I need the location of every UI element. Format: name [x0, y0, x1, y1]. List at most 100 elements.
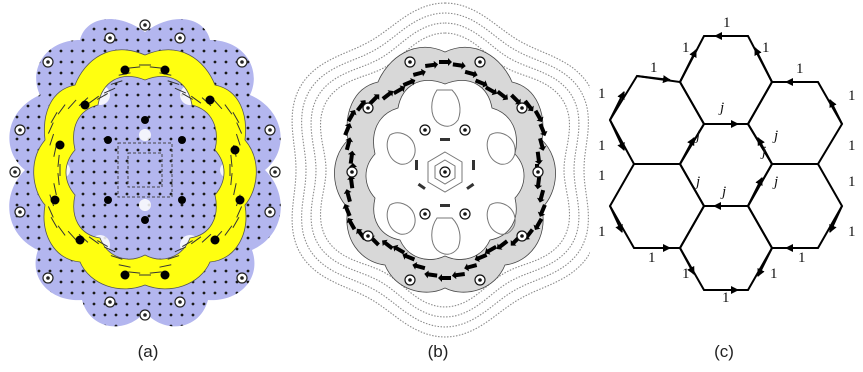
flux-arrow	[174, 246, 187, 253]
panel-c-lattice: 1 1 1 1 1 1 1 1 1 1 1 1 1 1 1 1 1 1 j j …	[598, 15, 856, 306]
lattice-dot	[15, 302, 19, 306]
lattice-dot	[147, 192, 151, 196]
lattice-dot	[279, 115, 281, 119]
lattice-dot	[81, 60, 85, 64]
lattice-dot	[15, 93, 19, 97]
lattice-dot	[246, 269, 250, 273]
lattice-dot	[136, 137, 140, 141]
current-arrow	[343, 189, 352, 203]
lattice-dot	[114, 324, 118, 327]
lattice-dot	[257, 214, 261, 218]
lattice-dot	[26, 192, 30, 196]
lattice-dot	[257, 82, 261, 86]
lattice-dot	[70, 324, 74, 327]
lattice-dot	[81, 280, 85, 284]
flux-arrow	[190, 236, 202, 245]
lattice-dot	[26, 181, 30, 185]
lattice-dot	[279, 313, 281, 317]
flux-arrow	[67, 230, 77, 241]
lattice-dot	[125, 104, 129, 108]
lattice-dot	[48, 313, 52, 317]
lattice-dot	[5, 325, 8, 328]
lattice-dot	[213, 324, 217, 327]
lattice-dot	[257, 38, 261, 42]
lattice-dot	[37, 93, 41, 97]
lattice-dot	[136, 214, 140, 218]
lattice-dot	[279, 18, 281, 20]
lattice-dot	[224, 18, 228, 20]
lattice-dot	[268, 49, 272, 53]
lattice-dot	[125, 214, 129, 218]
lattice-dot	[48, 38, 52, 42]
lattice-dot	[5, 72, 8, 75]
lattice-dot	[70, 18, 74, 20]
lattice-dot	[70, 27, 74, 31]
lattice-dot	[70, 38, 74, 42]
flux-arrow	[213, 99, 223, 110]
lattice-dot	[5, 17, 8, 20]
lattice-dot	[147, 38, 151, 42]
lattice-dot	[136, 159, 140, 163]
lattice-dot	[136, 291, 140, 295]
lattice-dot	[26, 82, 30, 86]
lattice-dot	[59, 49, 63, 53]
lattice-dot	[26, 148, 30, 152]
lattice-dot	[5, 105, 8, 108]
lattice-dot	[246, 214, 250, 218]
lattice-dot	[37, 269, 41, 273]
lattice-dot	[268, 159, 272, 163]
lattice-dot	[114, 203, 118, 207]
lattice-dot	[125, 247, 129, 251]
lattice-dot	[125, 27, 129, 31]
lattice-dot	[136, 236, 140, 240]
lattice-dot	[26, 302, 30, 306]
lattice-dot	[81, 181, 85, 185]
lattice-dot	[191, 49, 195, 53]
lattice-dot	[26, 247, 30, 251]
contour-line	[291, 2, 590, 338]
lattice-dot	[81, 324, 85, 327]
current-arrow	[510, 93, 521, 105]
lattice-dot	[5, 116, 8, 119]
lattice-dot	[103, 159, 107, 163]
lattice-dot	[224, 49, 228, 53]
lattice-dot	[37, 214, 41, 218]
lattice-dot	[114, 214, 118, 218]
lattice-dot	[268, 269, 272, 273]
lattice-dot	[92, 170, 96, 174]
current-arrow	[538, 123, 548, 137]
lattice-dot	[92, 214, 96, 218]
flux-arrow	[167, 80, 180, 85]
lattice-dot	[235, 93, 239, 97]
lattice-dot	[169, 291, 173, 295]
lattice-dot	[5, 226, 8, 229]
lattice-dot	[213, 313, 217, 317]
lattice-dot	[191, 302, 195, 306]
lattice-dot	[257, 236, 261, 240]
edge-label: 1	[848, 88, 856, 104]
lattice-dot	[15, 137, 19, 141]
lattice-dot	[147, 126, 151, 130]
lattice-dot	[37, 247, 41, 251]
lattice-dot	[48, 82, 52, 86]
lattice-dot	[235, 313, 239, 317]
lattice-dot	[235, 302, 239, 306]
current-arrow	[355, 100, 367, 112]
lattice-dot	[246, 49, 250, 53]
flux-arrow	[149, 271, 162, 274]
lattice-dot	[257, 60, 261, 64]
lattice-dot	[26, 214, 30, 218]
lattice-dot	[136, 104, 140, 108]
flux-arrow	[103, 246, 116, 253]
lattice-dot	[136, 203, 140, 207]
lattice-dot	[114, 236, 118, 240]
lattice-dot	[268, 27, 272, 31]
lattice-dot	[92, 159, 96, 163]
lattice-dot	[26, 18, 30, 20]
lattice-dot	[125, 302, 129, 306]
caption-a: (a)	[137, 342, 159, 361]
inner-label: j	[772, 128, 778, 144]
lattice-dot	[158, 170, 162, 174]
lattice-dot	[103, 181, 107, 185]
outer-contours	[291, 2, 590, 338]
